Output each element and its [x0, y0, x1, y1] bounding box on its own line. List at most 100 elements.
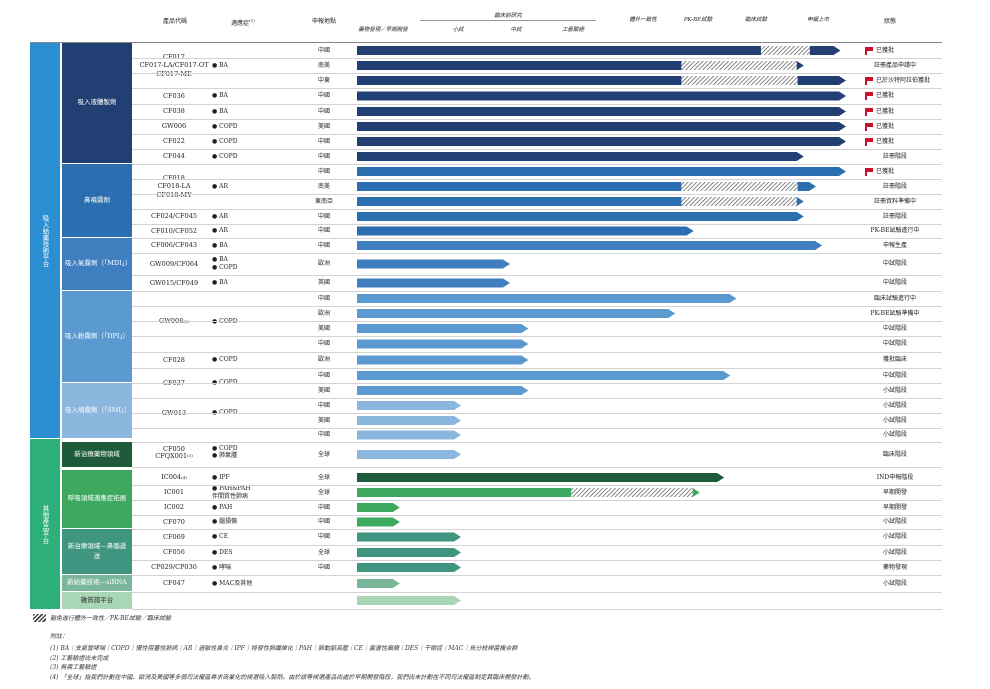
status: 註冊產品申請中 — [873, 62, 916, 69]
region: 英國 — [317, 279, 330, 286]
row-divider — [132, 485, 942, 486]
pipeline-bar — [357, 167, 846, 176]
indication: ● MAC及其他 — [212, 579, 253, 587]
status: 小試階段 — [882, 549, 907, 556]
indication: ● AR — [212, 212, 228, 220]
header-preclinical: 藥物發現／早期開發 — [358, 27, 408, 33]
category-sirna: 新給藥技術—siRNA — [62, 575, 132, 591]
indication: ● IPF — [212, 473, 230, 481]
row-divider — [132, 515, 942, 516]
row-divider — [132, 238, 942, 239]
pipeline-bar — [357, 259, 510, 269]
region: 全球 — [317, 489, 330, 496]
region: 南美 — [317, 62, 330, 69]
row-divider — [132, 529, 942, 530]
region: 中國 — [317, 402, 330, 409]
pipeline-bar-hatch — [681, 76, 798, 85]
category-nasal-spray: 鼻噴霧劑 — [62, 164, 132, 237]
region: 美國 — [317, 417, 330, 424]
pipeline-bar — [357, 563, 462, 572]
region: 全球 — [317, 474, 330, 481]
pipeline-bar — [357, 278, 510, 288]
header-clinical-trial: 臨床試驗 — [744, 17, 767, 23]
row-divider — [132, 545, 942, 546]
row-divider — [132, 209, 942, 210]
indication: ● COPD — [212, 409, 238, 417]
pipeline-bar — [357, 122, 846, 131]
status: 已獲批 — [848, 104, 942, 119]
indication: ● AR — [212, 182, 228, 190]
indication: ● 腦損傷 — [212, 518, 238, 526]
region: 中國 — [317, 431, 330, 438]
pipeline-bar — [357, 596, 462, 605]
status: 小試階段 — [882, 580, 907, 587]
category-new-therapy: 新治療藥物領域 — [62, 442, 132, 467]
status: 已於沙特阿拉伯獲批 — [848, 73, 942, 88]
indication: ● 肺氣腫 — [212, 452, 238, 460]
pipeline-bar-hatch — [571, 488, 693, 497]
pipeline-bar — [357, 309, 676, 318]
status: 註冊階段 — [882, 153, 907, 160]
region: 中國 — [317, 153, 330, 160]
status: 已獲批 — [848, 43, 942, 58]
product-code: CF028 — [163, 355, 185, 364]
region: 美國 — [317, 123, 330, 130]
indication: ● DES — [212, 548, 233, 556]
status: 小試階段 — [882, 417, 907, 424]
header-process-validation: 工藝驗證 — [561, 27, 584, 33]
header-middle: 中試 — [510, 27, 522, 33]
indication: ● COPD — [212, 137, 238, 145]
status: 中試階段 — [882, 372, 907, 379]
status: PK-BE試驗準備中 — [870, 310, 920, 317]
product-code: GW015/CF049 — [149, 278, 199, 287]
region: 全球 — [317, 451, 330, 458]
pipeline-bar — [357, 386, 529, 395]
row-divider — [132, 291, 942, 292]
product-code: CF024/CF045 — [151, 212, 197, 221]
footnote-3: (3) 無需工藝驗證 — [50, 664, 97, 671]
row-divider — [132, 179, 942, 180]
product-code: CP029/CP030 — [151, 563, 197, 572]
row-divider — [132, 609, 942, 610]
status: 已獲批 — [848, 88, 942, 104]
region: 中國 — [317, 108, 330, 115]
region: 中東 — [317, 77, 330, 84]
region: 中國 — [317, 340, 330, 347]
indication: ● PAH — [212, 503, 233, 511]
pipeline-bar — [357, 503, 400, 512]
category-nose-to-brain: 新治療領域—鼻腦遞送 — [62, 529, 132, 574]
pipeline-bar — [357, 212, 804, 221]
platform-inhalation: 吸入給藥技術平台 — [30, 43, 60, 438]
header-region: 申報地點 — [311, 18, 336, 25]
header-status: 狀態 — [883, 18, 896, 25]
footnote-title: 附註： — [50, 633, 69, 640]
row-divider — [132, 253, 942, 254]
product-code: IC001 — [164, 488, 184, 497]
category-respiratory-expansion: 呼吸領域適應症拓展 — [62, 470, 132, 528]
indication: ● COPD — [212, 445, 238, 453]
status: 已獲批 — [848, 164, 942, 179]
row-divider — [132, 352, 942, 353]
region: 歐洲 — [317, 260, 330, 267]
row-divider — [132, 398, 942, 399]
product-code: CF006/CF043 — [151, 241, 197, 250]
row-divider — [132, 149, 942, 150]
footnote-2: (2) 工藝驗證尚未完成 — [50, 655, 109, 662]
category-dpi: 吸入粉霧劑（「DPI」） — [62, 291, 132, 382]
pipeline-bar — [357, 517, 400, 527]
product-code: CF070 — [163, 517, 185, 526]
status: 註冊階段 — [882, 183, 907, 190]
indication: ● COPD — [212, 379, 238, 387]
indication: ● PAH&PAH 伴間質性肺病 — [212, 484, 251, 500]
region: 中國 — [317, 168, 330, 175]
status: 中試階段 — [882, 279, 907, 286]
row-divider — [132, 58, 942, 59]
header-pkbe: PK-BE試驗 — [683, 17, 713, 23]
region: 歐洲 — [317, 356, 330, 363]
region: 美國 — [317, 325, 330, 332]
pipeline-bar — [357, 532, 462, 542]
row-divider — [132, 119, 942, 120]
pipeline-bar — [357, 579, 400, 588]
legend-hatch-swatch — [33, 614, 46, 622]
region: 中國 — [317, 372, 330, 379]
